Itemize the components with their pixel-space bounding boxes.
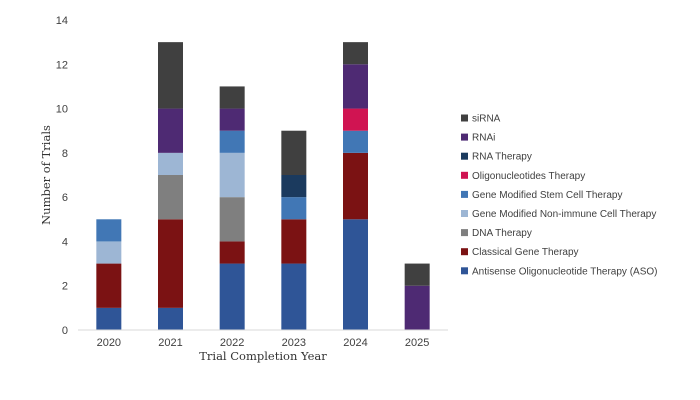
y-tick-label: 8	[62, 148, 68, 160]
bar-segment	[343, 64, 368, 109]
bar-segment	[96, 241, 122, 264]
legend-label: siRNA	[472, 114, 501, 125]
y-tick-label: 12	[56, 59, 68, 71]
bar-segment	[96, 263, 122, 308]
bar-segment	[158, 108, 183, 153]
legend-label: RNA Therapy	[472, 152, 532, 163]
legend-label: Oligonucleotides Therapy	[472, 171, 585, 182]
bar-segment	[281, 219, 307, 264]
bar-segment	[219, 152, 245, 198]
bar-segment	[343, 42, 368, 65]
legend-swatch	[461, 248, 468, 256]
y-tick-label: 4	[62, 236, 68, 248]
y-tick-label: 14	[56, 15, 68, 27]
x-tick-label: 2022	[220, 337, 244, 349]
bar-segment	[281, 130, 307, 175]
bar-segment	[281, 263, 307, 330]
bar-segment	[404, 285, 430, 330]
bar-segment	[219, 197, 245, 242]
x-tick-label: 2025	[405, 337, 429, 349]
x-tick-label: 2020	[97, 337, 121, 349]
legend-label: Gene Modified Stem Cell Therapy	[472, 190, 622, 201]
bar-segment	[96, 307, 122, 330]
bars	[96, 42, 430, 330]
legend-label: Gene Modified Non-immune Cell Therapy	[472, 209, 656, 220]
y-tick-label: 2	[62, 281, 68, 293]
legend-swatch	[461, 190, 468, 198]
legend-swatch	[461, 210, 468, 217]
bar-segment	[158, 307, 183, 330]
legend-swatch	[461, 114, 468, 122]
bar-segment	[219, 130, 245, 153]
legend-swatch	[461, 267, 468, 275]
legend-swatch	[461, 229, 468, 237]
legend-swatch	[461, 133, 468, 141]
bar-segment	[219, 86, 245, 109]
bar-segment	[281, 175, 307, 198]
bar-segment	[158, 42, 183, 109]
bar-segment	[158, 175, 183, 220]
bar-segment	[343, 219, 368, 330]
y-tick-label: 10	[56, 104, 68, 116]
x-axis-ticks: 2020 2021 2022 2023 2024 2025	[97, 337, 430, 349]
bar-segment	[158, 219, 183, 308]
x-tick-label: 2021	[158, 337, 182, 349]
legend: siRNA RNAi RNA Therapy Oligonucleotides The…	[461, 114, 657, 277]
bar-segment	[281, 197, 307, 220]
bar-segment	[219, 108, 245, 131]
x-tick-label: 2024	[343, 337, 367, 349]
legend-swatch	[461, 171, 468, 179]
y-tick-label: 6	[62, 192, 68, 204]
legend-label: RNAi	[472, 133, 495, 144]
bar-segment	[404, 263, 430, 286]
legend-label: DNA Therapy	[472, 228, 532, 239]
x-tick-label: 2023	[282, 337, 306, 349]
legend-swatch	[461, 152, 468, 160]
bar-segment	[158, 152, 183, 175]
y-axis-ticks: 0 2 4 6 8 10 12 14	[56, 15, 68, 337]
bar-segment	[219, 241, 245, 264]
x-axis-title: Trial Completion Year	[199, 349, 327, 363]
bar-segment	[96, 219, 122, 242]
bar-segment	[219, 263, 245, 330]
y-tick-label: 0	[62, 325, 68, 337]
bar-segment	[343, 152, 368, 220]
bar-segment	[343, 108, 368, 131]
y-axis-title: Number of Trials	[39, 125, 53, 225]
bar-segment	[343, 130, 368, 153]
legend-label: Antisense Oligonucleotide Therapy (ASO)	[472, 266, 657, 277]
legend-label: Classical Gene Therapy	[472, 247, 579, 258]
